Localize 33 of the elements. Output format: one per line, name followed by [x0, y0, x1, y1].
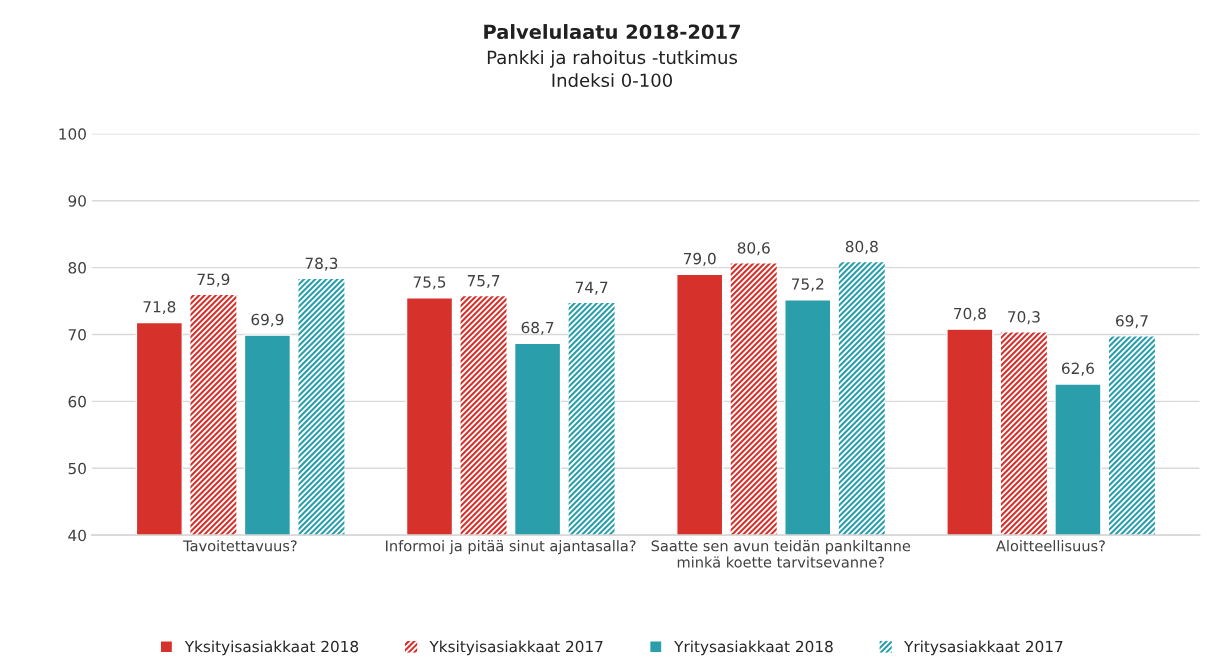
x-tick-label: Saatte sen avun teidän pankiltanne minkä koette tarvitsevanne? — [651, 540, 911, 568]
x-tick-label: Informoi ja pitää sinut ajantasalla? — [386, 540, 636, 555]
data-label: 78,3 — [305, 257, 338, 271]
data-label: 74,7 — [575, 281, 608, 295]
data-label: 80,6 — [737, 242, 770, 256]
data-label: 75,5 — [413, 276, 446, 290]
data-label: 79,0 — [683, 252, 716, 266]
legend-label: Yksityisasiakkaat 2017 — [429, 640, 603, 656]
data-label: 69,7 — [1116, 315, 1148, 329]
legend-label: Yksityisasiakkaat 2018 — [184, 640, 359, 656]
data-label: 80,8 — [845, 240, 878, 254]
data-label: 71,8 — [143, 301, 176, 315]
legend-label: Yritysasiakkaat 2018 — [674, 640, 833, 656]
y-tick-label: 100 — [59, 128, 86, 140]
chart-subtitle: Pankki ja rahoitus -tutkimus Indeksi 0-100 — [487, 50, 738, 88]
y-tick-label: 40 — [68, 529, 86, 542]
data-label: 75,7 — [467, 275, 500, 289]
x-tick-label: Tavoitettavuus? — [183, 540, 297, 552]
x-tick-label: Aloitteellisuus? — [996, 540, 1105, 552]
data-label: 69,9 — [251, 313, 284, 327]
data-label: 75,9 — [197, 273, 230, 287]
y-tick-label: 50 — [68, 462, 86, 475]
y-tick-label: 80 — [68, 262, 86, 274]
data-label: 68,7 — [521, 321, 554, 335]
data-label: 70,8 — [954, 307, 986, 321]
chart-title: Palvelulaatu 2018-2017 — [484, 24, 740, 40]
y-tick-label: 90 — [68, 195, 86, 207]
data-label: 75,2 — [792, 278, 824, 292]
y-tick-label: 70 — [68, 328, 86, 341]
data-label: 70,3 — [1008, 311, 1040, 325]
data-label: 62,6 — [1062, 362, 1094, 376]
legend-label: Yritysasiakkaat 2017 — [904, 640, 1063, 656]
y-tick-label: 60 — [68, 395, 86, 408]
